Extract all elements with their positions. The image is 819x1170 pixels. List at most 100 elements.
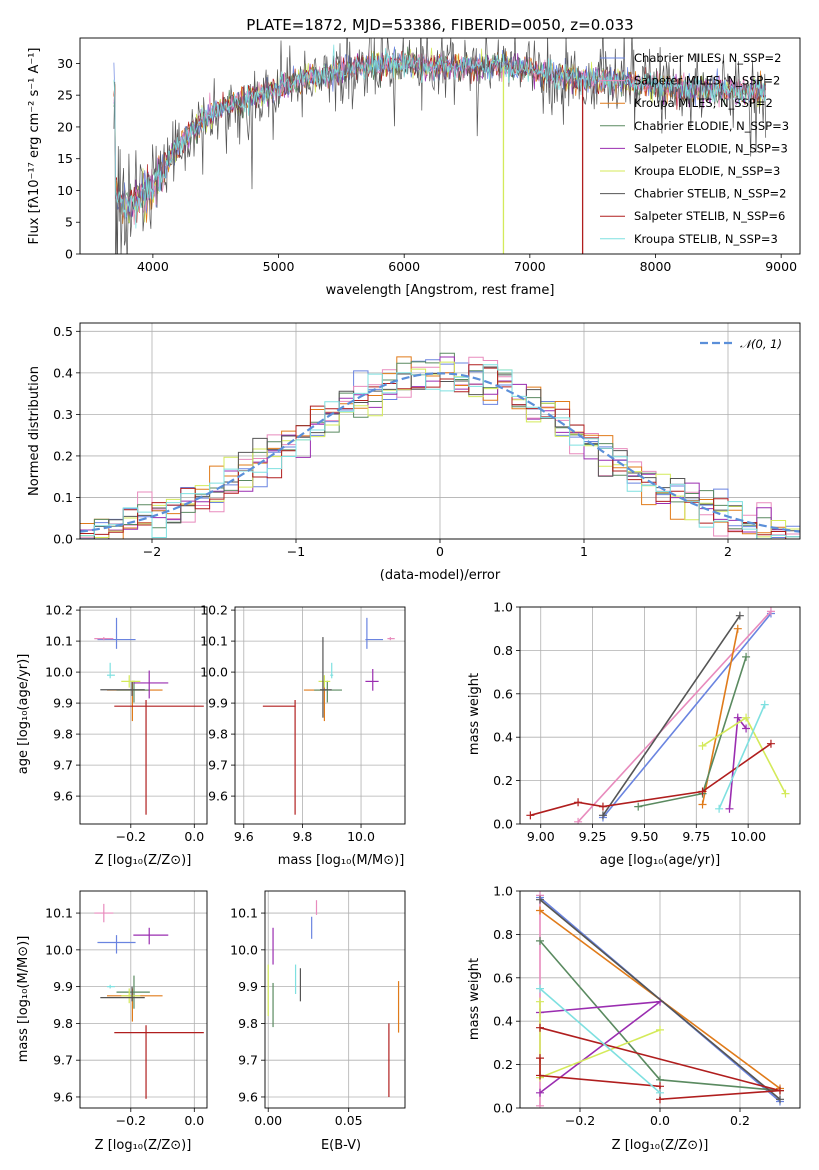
weight-marker-kroupa_miles (536, 906, 544, 915)
y-tick-label: 0.1 (53, 490, 73, 505)
weight-marker-salpeter_elodie (733, 713, 742, 722)
plot-area (536, 891, 784, 1108)
y-tick-label: 10.1 (200, 634, 228, 649)
x-tick-label: 0.00 (254, 1113, 282, 1128)
x-tick-label: 8000 (640, 259, 672, 274)
z-weight-xlabel: Z [log₁₀(Z/Z⊙)] (612, 1138, 709, 1153)
mass-age-xlabel: mass [log₁₀(M/M⊙)] (278, 853, 405, 868)
weight-marker-kroupa_miles (733, 624, 742, 633)
legend-label-salpeter_elodie: Salpeter ELODIE, N_SSP=3 (634, 141, 788, 155)
axes-frame (79, 890, 208, 1109)
y-tick-label: 0.3 (53, 407, 73, 422)
legend-label-normal: 𝒩(0, 1) (740, 337, 782, 351)
plot-area (267, 900, 400, 1097)
weight-marker-salpeter_stelib (536, 1054, 544, 1063)
z-mass-ylabel: mass [log₁₀(M/M⊙)] (16, 936, 31, 1063)
spectrum-title: PLATE=1872, MJD=53386, FIBERID=0050, z=0… (246, 16, 633, 34)
x-tick-label: 10.0 (347, 829, 375, 844)
y-tick-label: 9.6 (208, 789, 228, 804)
z-age-panel: Z [log₁₀(Z/Z⊙)] age [log₁₀(age/yr)] −0.2… (16, 603, 208, 868)
axes-frame (234, 606, 406, 825)
y-tick-label: 9.7 (208, 758, 228, 773)
legend-label-chabrier_stelib: Chabrier STELIB, N_SSP=2 (634, 187, 786, 201)
weight-marker-chabrier_stelib (598, 811, 607, 820)
weight-marker-chabrier_stelib (735, 611, 744, 620)
weight-marker-salpeter_stelib (526, 811, 535, 820)
ebv-mass-panel: E(B-V) 0.00 0.05 9.6 9.7 9.8 9.9 10.0 10.1 (230, 890, 406, 1153)
plot-area (80, 352, 800, 539)
spectrum-ylabel: Flux [fλ10⁻¹⁷ erg cm⁻² s⁻¹ A⁻¹] (27, 48, 42, 245)
y-tick-label: 0.6 (493, 970, 513, 985)
y-tick-label: 10.1 (45, 906, 73, 921)
weight-marker-kroupa_stelib (760, 700, 769, 709)
z-mass-panel: Z [log₁₀(Z/Z⊙)] mass [log₁₀(M/M⊙)] −0.2 0… (16, 890, 208, 1153)
weight-marker-chabrier_stelib (776, 1095, 784, 1104)
y-tick-label: 30 (57, 56, 73, 71)
plot-area (94, 903, 204, 1099)
spectrum-line-kroupa_stelib (113, 44, 767, 229)
y-tick-label: 0.5 (53, 324, 73, 339)
weight-marker-kroupa_stelib (536, 984, 544, 993)
axes-frame (519, 890, 801, 1109)
y-tick-label: 0.2 (53, 448, 73, 463)
weight-marker-salpeter_stelib (698, 787, 707, 796)
x-tick-label: 5000 (263, 259, 295, 274)
weight-line-chabrier_stelib (602, 615, 741, 816)
weight-marker-salpeter_elodie (742, 724, 751, 733)
weight-marker-salpeter_stelib (536, 1071, 544, 1080)
weight-line-salpeter_elodie (539, 1000, 663, 1094)
weight-line-chabrier_miles (602, 612, 772, 819)
y-tick-label: 10.2 (45, 603, 73, 618)
x-tick-label: 9.75 (682, 829, 710, 844)
age-weight-xlabel: age [log₁₀(age/yr)] (600, 853, 721, 868)
x-tick-label: −0.2 (116, 1113, 146, 1128)
legend-label-salpeter_stelib: Salpeter STELIB, N_SSP=6 (634, 209, 785, 223)
weight-line-kroupa_stelib (718, 704, 766, 810)
weight-marker-chabrier_stelib (536, 895, 544, 904)
z-weight-ylabel: mass weight (467, 958, 482, 1040)
weight-marker-salpeter_stelib (536, 1023, 544, 1032)
weight-marker-kroupa_miles (698, 800, 707, 809)
y-tick-label: 0.4 (493, 730, 513, 745)
y-tick-label: 9.6 (53, 789, 73, 804)
y-tick-label: 0.6 (493, 686, 513, 701)
y-tick-label: 10.2 (200, 603, 228, 618)
x-tick-label: 9.8 (292, 829, 312, 844)
y-tick-label: 15 (57, 151, 73, 166)
y-tick-label: 0.2 (493, 773, 513, 788)
y-tick-label: 0.4 (53, 365, 73, 380)
histogram-kroupa_stelib (80, 364, 800, 539)
x-tick-label: 1 (580, 544, 588, 559)
x-tick-label: 7000 (514, 259, 546, 274)
x-tick-label: −0.2 (565, 1113, 595, 1128)
legend-label-kroupa_stelib: Kroupa STELIB, N_SSP=3 (634, 232, 778, 246)
weight-marker-salpeter_stelib (776, 1086, 784, 1095)
weight-marker-kroupa_elodie (781, 789, 790, 798)
x-tick-label: 2 (724, 544, 732, 559)
y-tick-label: 0.4 (493, 1014, 513, 1029)
normal-curve (80, 372, 800, 533)
x-tick-label: 9000 (765, 259, 797, 274)
x-tick-label: 0.05 (335, 1113, 363, 1128)
weight-marker-kroupa_elodie (536, 997, 544, 1006)
x-tick-label: 0 (436, 544, 444, 559)
spectrum-xlabel: wavelength [Angstrom, rest frame] (326, 283, 555, 298)
y-tick-label: 0.2 (493, 1057, 513, 1072)
weight-marker-salpeter_miles (536, 1101, 544, 1108)
age-weight-panel: age [log₁₀(age/yr)] mass weight 9.00 9.25… (467, 600, 801, 868)
x-tick-label: 9.25 (579, 829, 607, 844)
histogram-kroupa_elodie (80, 361, 800, 538)
y-tick-label: 10 (57, 183, 73, 198)
legend-label-chabrier_elodie: Chabrier ELODIE, N_SSP=3 (634, 119, 789, 133)
plot-area (526, 607, 790, 824)
y-tick-label: 0.0 (493, 817, 513, 832)
plot-area (94, 617, 204, 815)
y-tick-label: 10.0 (230, 942, 258, 957)
y-tick-label: 0 (65, 247, 73, 262)
mass-age-panel: mass [log₁₀(M/M⊙)] 9.6 9.8 10.0 9.6 9.7 9.8 9.… (200, 603, 406, 868)
y-tick-label: 9.9 (238, 979, 258, 994)
x-tick-label: 10.00 (730, 829, 766, 844)
weight-marker-kroupa_elodie (656, 1025, 664, 1034)
x-tick-label: 0.0 (184, 829, 204, 844)
